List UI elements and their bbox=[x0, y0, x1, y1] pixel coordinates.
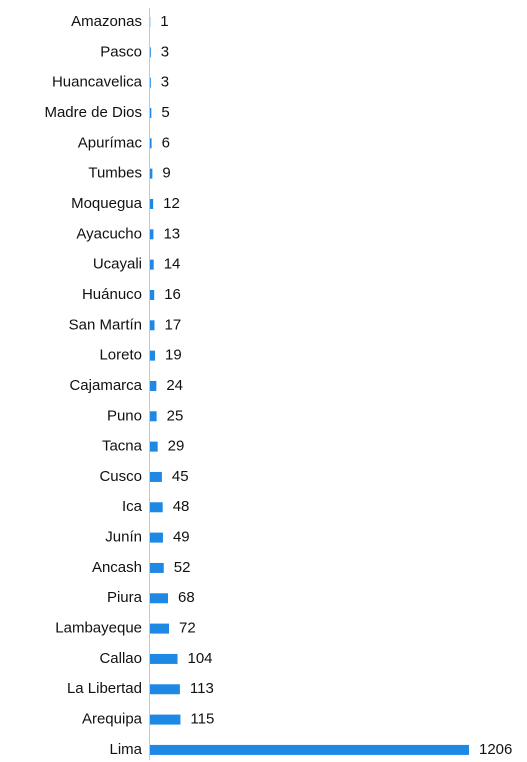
value-label: 49 bbox=[173, 529, 190, 546]
bar bbox=[150, 532, 163, 543]
category-label: Puno bbox=[107, 407, 142, 424]
category-label: Cusco bbox=[99, 468, 142, 485]
value-label: 104 bbox=[188, 650, 213, 667]
value-label: 29 bbox=[168, 438, 185, 455]
bar bbox=[150, 684, 180, 695]
bar bbox=[150, 653, 178, 664]
category-label: Piura bbox=[107, 589, 143, 606]
value-label: 5 bbox=[161, 104, 169, 121]
bar bbox=[150, 138, 152, 149]
value-label: 45 bbox=[172, 468, 189, 485]
value-label: 68 bbox=[178, 589, 195, 606]
bar bbox=[150, 441, 158, 452]
category-label: Tumbes bbox=[88, 165, 142, 182]
value-label: 19 bbox=[165, 347, 182, 364]
category-label: Pasco bbox=[100, 43, 142, 60]
bar bbox=[150, 502, 163, 513]
category-label: Ica bbox=[122, 498, 143, 515]
value-label: 113 bbox=[190, 680, 214, 697]
category-label: Junín bbox=[105, 529, 142, 546]
bar bbox=[150, 471, 162, 482]
bar bbox=[150, 77, 151, 88]
bar bbox=[150, 289, 155, 300]
bar bbox=[150, 229, 154, 240]
bar bbox=[150, 744, 469, 755]
bar bbox=[150, 320, 155, 331]
bar bbox=[150, 168, 153, 179]
bar bbox=[150, 47, 151, 58]
bar bbox=[150, 623, 170, 634]
bar bbox=[150, 380, 157, 391]
category-label: Lima bbox=[109, 741, 142, 758]
category-label: Cajamarca bbox=[69, 377, 142, 394]
value-label: 13 bbox=[163, 225, 180, 242]
value-label: 115 bbox=[190, 711, 214, 728]
value-label: 12 bbox=[163, 195, 180, 212]
category-label: San Martín bbox=[69, 316, 142, 333]
bar bbox=[150, 562, 164, 573]
category-label: Moquegua bbox=[71, 195, 143, 212]
value-label: 24 bbox=[166, 377, 183, 394]
bar bbox=[150, 259, 154, 270]
value-label: 1206 bbox=[479, 741, 512, 758]
value-label: 52 bbox=[174, 559, 191, 576]
category-label: Arequipa bbox=[82, 711, 143, 728]
bar bbox=[150, 714, 181, 725]
value-label: 72 bbox=[179, 620, 196, 637]
value-label: 6 bbox=[162, 134, 170, 151]
value-label: 1 bbox=[160, 13, 168, 30]
category-label: Huancavelica bbox=[52, 74, 143, 91]
category-label: Callao bbox=[99, 650, 142, 667]
category-label: Ayacucho bbox=[76, 225, 142, 242]
category-label: Madre de Dios bbox=[44, 104, 142, 121]
category-label: La Libertad bbox=[67, 680, 142, 697]
category-label: Tacna bbox=[102, 438, 143, 455]
bar bbox=[150, 411, 157, 422]
value-label: 17 bbox=[164, 316, 181, 333]
category-label: Lambayeque bbox=[55, 620, 142, 637]
value-label: 3 bbox=[161, 74, 169, 91]
value-label: 48 bbox=[173, 498, 190, 515]
bar bbox=[150, 593, 168, 604]
bar bbox=[150, 350, 156, 361]
value-label: 25 bbox=[167, 407, 184, 424]
value-label: 9 bbox=[162, 165, 170, 182]
category-label: Ancash bbox=[92, 559, 142, 576]
value-label: 16 bbox=[164, 286, 181, 303]
bar bbox=[150, 198, 154, 209]
category-label: Loreto bbox=[99, 347, 142, 364]
category-label: Ucayali bbox=[93, 256, 142, 273]
category-label: Huánuco bbox=[82, 286, 142, 303]
bar bbox=[150, 107, 152, 118]
value-label: 14 bbox=[164, 256, 181, 273]
category-label: Amazonas bbox=[71, 13, 142, 30]
value-label: 3 bbox=[161, 43, 169, 60]
category-label: Apurímac bbox=[78, 134, 143, 151]
